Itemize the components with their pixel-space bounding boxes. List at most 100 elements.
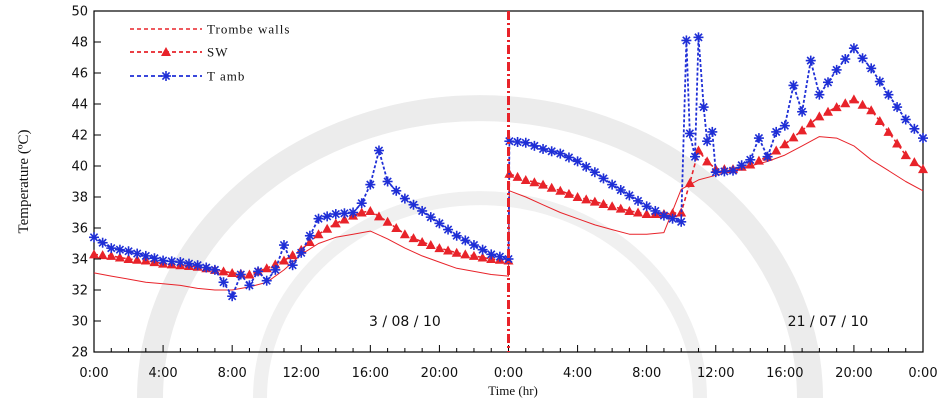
data-point-sw	[391, 223, 402, 232]
data-point-sw	[779, 139, 790, 149]
watermark-arc-inner	[253, 191, 707, 398]
y-tick-label: 34	[71, 253, 88, 268]
data-point-t-amb	[460, 235, 471, 246]
data-point-sw	[615, 203, 626, 213]
data-point-sw	[753, 155, 764, 165]
data-point-sw	[874, 116, 885, 126]
data-point-t-amb	[201, 262, 212, 273]
data-point-sw	[607, 201, 618, 211]
data-point-sw	[382, 216, 393, 226]
data-point-t-amb	[693, 32, 704, 43]
data-point-t-amb	[797, 106, 808, 117]
data-point-sw	[831, 102, 842, 112]
data-point-sw	[572, 192, 583, 201]
data-point-sw	[434, 243, 445, 253]
data-point-t-amb	[114, 244, 125, 255]
legend-label-sw: SW	[207, 45, 229, 60]
data-point-t-amb	[719, 166, 730, 177]
series-line-trombe-walls	[93, 136, 924, 291]
data-point-sw	[797, 125, 808, 135]
data-point-t-amb	[892, 102, 903, 113]
data-point-t-amb	[365, 179, 376, 190]
legend-marker-shape	[161, 71, 171, 81]
data-point-t-amb	[322, 211, 333, 222]
y-tick-label: 44	[71, 98, 88, 113]
data-point-sw	[270, 259, 281, 269]
data-point-t-amb	[615, 185, 626, 196]
data-point-sw	[313, 229, 324, 239]
data-point-sw	[278, 255, 289, 265]
data-point-t-amb	[779, 120, 790, 131]
data-point-t-amb	[434, 218, 445, 229]
data-point-t-amb	[183, 258, 194, 269]
data-point-sw	[322, 223, 333, 233]
data-point-sw	[814, 111, 825, 121]
data-point-sw	[598, 198, 609, 208]
data-point-t-amb	[140, 250, 151, 261]
y-tick-label: 28	[71, 346, 88, 361]
data-point-t-amb	[443, 224, 454, 235]
data-point-t-amb	[900, 114, 911, 125]
y-axis-label: Temperature (ºC)	[16, 130, 32, 234]
data-point-sw	[443, 245, 454, 255]
legend-item-trombe-walls: Trombe walls	[130, 22, 290, 37]
data-point-t-amb	[296, 247, 307, 258]
data-point-t-amb	[684, 128, 695, 139]
data-point-sw	[624, 205, 635, 215]
data-point-t-amb	[382, 176, 393, 187]
data-point-t-amb	[745, 154, 756, 165]
data-point-t-amb	[805, 55, 816, 66]
data-point-t-amb	[650, 205, 661, 216]
data-point-t-amb	[330, 209, 341, 220]
data-point-t-amb	[503, 254, 514, 264]
data-point-t-amb	[690, 151, 701, 162]
data-point-t-amb	[468, 240, 479, 251]
data-point-sw	[425, 240, 436, 250]
data-point-t-amb	[728, 165, 739, 176]
data-point-t-amb	[572, 156, 583, 167]
data-point-sw	[373, 211, 384, 221]
data-point-t-amb	[218, 277, 229, 288]
y-tick-label: 32	[71, 284, 88, 299]
x-tick-label: 8:00	[632, 366, 661, 381]
y-tick-label: 36	[71, 222, 88, 237]
legend-item-t-amb: T amb	[130, 69, 244, 84]
data-point-t-amb	[814, 89, 825, 100]
data-point-t-amb	[753, 133, 764, 144]
legend-label-trombe-walls: Trombe walls	[207, 22, 290, 37]
data-point-t-amb	[698, 102, 709, 113]
data-point-sw	[399, 229, 410, 239]
data-point-sw	[667, 208, 678, 218]
legend-marker-shape	[161, 47, 171, 56]
data-point-t-amb	[166, 256, 177, 267]
data-point-t-amb	[356, 198, 367, 209]
data-point-t-amb	[425, 212, 436, 223]
data-point-sw	[132, 254, 143, 264]
data-point-t-amb	[520, 137, 531, 148]
x-tick-label: 0:00	[908, 366, 937, 381]
data-point-sw	[106, 250, 117, 260]
x-axis-label: Time (hr)	[488, 383, 538, 398]
data-point-t-amb	[373, 145, 384, 156]
data-point-t-amb	[97, 237, 108, 248]
x-tick-label: 4:00	[148, 366, 177, 381]
data-point-t-amb	[883, 89, 894, 100]
data-point-t-amb	[175, 257, 186, 268]
data-point-t-amb	[581, 161, 592, 172]
data-point-t-amb	[494, 251, 505, 262]
data-point-sw	[546, 182, 557, 192]
data-point-t-amb	[736, 160, 747, 171]
data-point-t-amb	[710, 167, 721, 178]
data-point-sw	[857, 99, 868, 109]
data-point-t-amb	[589, 167, 600, 178]
x-tick-label: 0:00	[79, 366, 108, 381]
data-point-t-amb	[192, 260, 203, 271]
y-tick-label: 50	[71, 5, 88, 20]
data-point-sw	[581, 194, 592, 204]
data-point-sw	[529, 177, 540, 187]
data-point-sw	[520, 174, 531, 184]
y-tick-label: 48	[71, 36, 88, 51]
data-point-sw	[805, 118, 816, 128]
data-point-t-amb	[235, 269, 246, 280]
data-point-sw	[123, 254, 134, 263]
